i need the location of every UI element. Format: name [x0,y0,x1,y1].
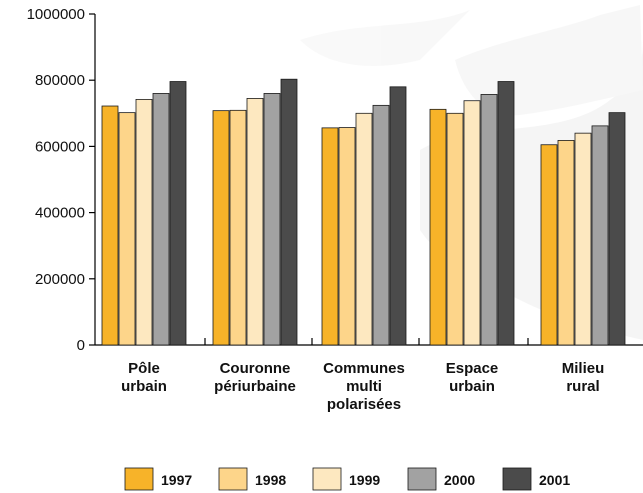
category-label: Pôle urbain [121,360,167,395]
bar-1998-4 [557,140,575,346]
bars-group [101,78,626,346]
bar-2000-1 [263,93,281,346]
legend-swatch-1998 [218,467,248,491]
bar-1999-3 [463,100,481,346]
bar-1999-0 [135,98,153,346]
y-tick-label: 400000 [35,205,85,222]
legend-swatch-2001 [502,467,532,491]
bar-1998-3 [446,112,464,346]
legend-label-2000: 2000 [444,472,475,488]
bar-2001-2 [389,86,407,346]
y-tick-label: 800000 [35,72,85,89]
legend-swatch-2000 [407,467,437,491]
y-tick-label: 1000000 [27,6,85,23]
bar-1999-1 [246,98,264,346]
y-tick-label: 200000 [35,271,85,288]
y-tick-label: 600000 [35,138,85,155]
legend-swatch-1999 [312,467,342,491]
bar-1997-3 [429,108,447,346]
bar-2001-0 [169,81,187,346]
legend-label-1999: 1999 [349,472,380,488]
legend-label-1998: 1998 [255,472,286,488]
bar-2000-4 [591,125,609,346]
bar-2001-4 [608,112,626,346]
bar-1998-0 [118,112,136,346]
y-tick-label: 0 [77,337,85,354]
bar-1999-2 [355,112,373,346]
bar-2000-3 [480,94,498,346]
legend-label-2001: 2001 [539,472,570,488]
category-label: Communes multi polarisées [323,360,405,413]
bar-2001-1 [280,78,298,346]
category-label: Milieu rural [562,360,605,395]
bar-1997-1 [212,110,230,346]
legend-swatch-1997 [124,467,154,491]
bar-2000-0 [152,93,170,346]
legend: 1997 1998 1999 2000 2001 [124,467,570,491]
category-label: Couronne périurbaine [214,360,296,395]
bar-1998-1 [229,109,247,346]
bar-1998-2 [338,127,356,346]
bar-1997-4 [540,144,558,346]
category-label: Espace urbain [446,360,499,395]
bar-2000-2 [372,104,390,346]
bar-1997-0 [101,105,119,346]
bar-1997-2 [321,127,339,346]
legend-label-1997: 1997 [161,472,192,488]
bar-2001-3 [497,81,515,346]
category-labels: Pôle urbain Couronne périurbaine Communes mul… [121,360,604,413]
bar-1999-4 [574,132,592,346]
